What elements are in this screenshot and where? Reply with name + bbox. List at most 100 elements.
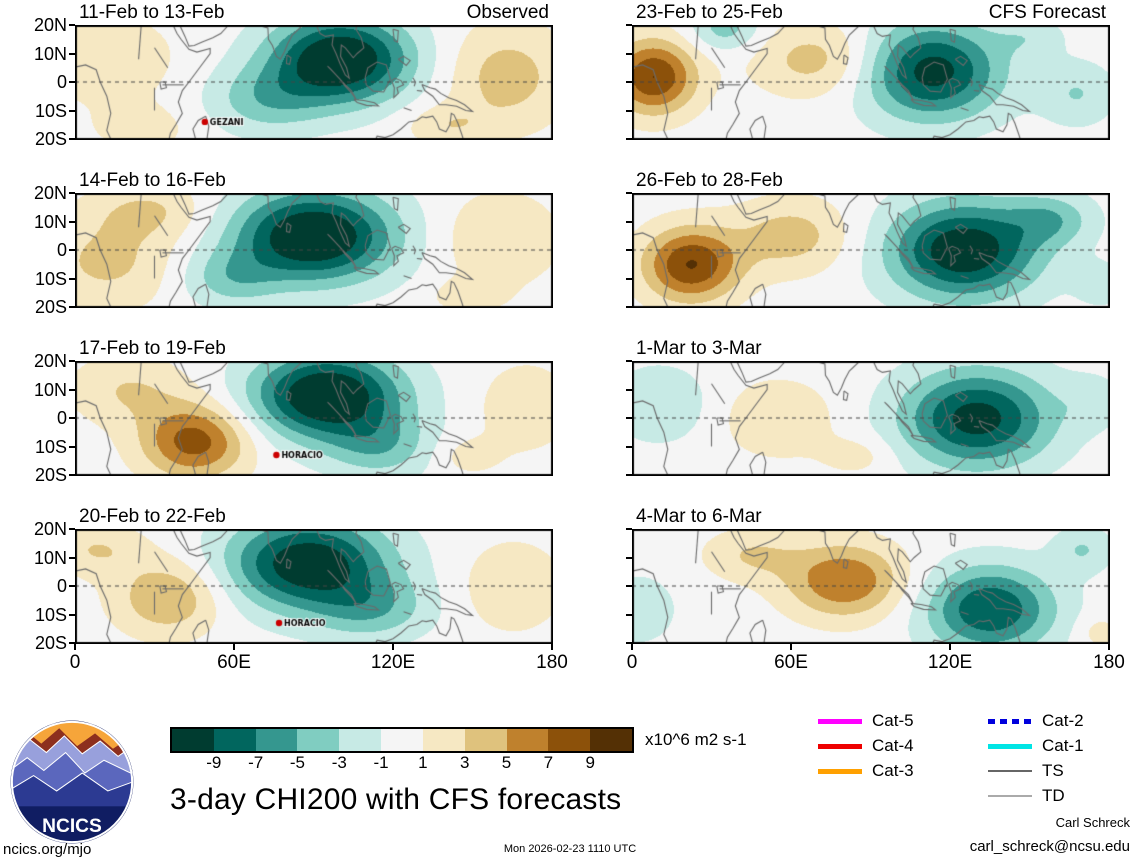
colorbar-segment xyxy=(213,729,256,751)
colorbar-tick-label: -5 xyxy=(289,753,306,772)
y-axis-tick xyxy=(69,642,75,644)
y-axis-tick xyxy=(69,556,75,559)
y-axis-tick xyxy=(626,417,632,419)
y-axis-tick xyxy=(626,642,632,644)
legend-label-ts: TS xyxy=(1042,761,1064,780)
y-axis-label: 10S xyxy=(34,268,67,289)
panel-title-3: 20-Feb to 22-Feb xyxy=(79,506,226,527)
colorbar-segment xyxy=(339,729,382,751)
legend-line-td xyxy=(988,795,1032,797)
x-axis-tick xyxy=(551,644,553,650)
panel-title-5: 26-Feb to 28-Feb xyxy=(636,170,783,191)
x-axis-tick xyxy=(74,644,76,650)
y-axis-tick xyxy=(69,277,75,280)
y-axis-label: 10S xyxy=(34,436,67,457)
y-axis-label: 20N xyxy=(33,351,67,371)
colorbar-segment xyxy=(255,729,298,751)
credit-name: Carl Schreck xyxy=(1055,815,1130,830)
y-axis-tick xyxy=(626,220,632,223)
column-title-observed: Observed xyxy=(466,2,549,23)
y-axis-label: 10S xyxy=(34,604,67,625)
colorbar-segment xyxy=(381,729,423,751)
x-axis-tick xyxy=(631,644,633,650)
y-axis-tick xyxy=(69,417,75,419)
y-axis-tick xyxy=(626,360,632,362)
map-panel-7 xyxy=(632,529,1110,644)
y-axis-label: 20S xyxy=(34,297,67,317)
x-axis-label: 0 xyxy=(626,652,638,673)
x-axis-label: 60E xyxy=(217,652,251,673)
map-panel-0 xyxy=(75,25,553,140)
y-axis-tick xyxy=(69,613,75,616)
panel-title-4: 23-Feb to 25-Feb xyxy=(636,2,783,23)
colorbar-tick-label: 5 xyxy=(501,753,512,772)
y-axis-label: 20N xyxy=(33,15,67,35)
colorbar-segment xyxy=(590,729,632,751)
colorbar-segment xyxy=(297,729,340,751)
y-axis-tick xyxy=(626,81,632,83)
y-axis-tick xyxy=(69,220,75,223)
y-axis-tick xyxy=(69,306,75,308)
column-title-cfs-forecast: CFS Forecast xyxy=(988,2,1106,23)
x-axis-label: 180 xyxy=(536,652,568,673)
ncics-logo: NCICS xyxy=(8,718,136,846)
y-axis-label: 0 xyxy=(56,240,67,260)
colorbar-tick-label: -1 xyxy=(373,753,389,772)
y-axis-tick xyxy=(626,52,632,55)
x-axis-tick xyxy=(1108,644,1110,650)
colorbar-segment xyxy=(172,729,214,751)
y-axis-tick xyxy=(69,249,75,251)
legend-label-cat-1: Cat-1 xyxy=(1042,736,1084,755)
legend-line-cat-1 xyxy=(988,743,1032,749)
y-axis-tick xyxy=(69,360,75,362)
legend-label-cat-5: Cat-5 xyxy=(872,711,914,730)
map-panel-3 xyxy=(75,529,553,644)
timestamp: Mon 2026-02-23 1110 UTC xyxy=(503,843,637,855)
panel-title-7: 4-Mar to 6-Mar xyxy=(636,506,762,527)
colorbar-segment xyxy=(506,729,549,751)
y-axis-label: 20S xyxy=(34,633,67,653)
map-panel-6 xyxy=(632,361,1110,476)
x-axis-tick xyxy=(233,644,235,650)
y-axis-tick xyxy=(626,474,632,476)
map-panel-4 xyxy=(632,25,1110,140)
site-url: ncics.org/mjo xyxy=(3,841,92,858)
y-axis-tick xyxy=(69,81,75,83)
y-axis-tick xyxy=(626,24,632,26)
colorbar-segment xyxy=(422,729,465,751)
ncics-logo-graphic: NCICS xyxy=(10,720,134,844)
x-axis-label: 60E xyxy=(774,652,808,673)
y-axis-tick xyxy=(626,138,632,140)
y-axis-tick xyxy=(69,445,75,448)
y-axis-tick xyxy=(69,52,75,55)
y-axis-tick xyxy=(626,528,632,530)
legend-label-cat-3: Cat-3 xyxy=(872,761,914,780)
legend-line-cat-4 xyxy=(818,743,862,749)
y-axis-tick xyxy=(69,109,75,112)
y-axis-tick xyxy=(69,528,75,530)
panel-title-2: 17-Feb to 19-Feb xyxy=(79,338,226,359)
x-axis-label: 120E xyxy=(370,652,416,673)
figure-title: 3-day CHI200 with CFS forecasts xyxy=(170,783,622,816)
y-axis-tick xyxy=(69,585,75,587)
credit-email: carl_schreck@ncsu.edu xyxy=(969,838,1130,855)
colorbar-tick-label: -3 xyxy=(331,753,347,772)
y-axis-label: 0 xyxy=(56,72,67,92)
colorbar-tick-label: 7 xyxy=(543,753,554,772)
legend-line-ts xyxy=(988,769,1032,773)
legend-label-cat-4: Cat-4 xyxy=(872,736,914,755)
y-axis-label: 20S xyxy=(34,465,67,485)
colorbar-tick-label: -7 xyxy=(248,753,264,772)
map-panel-1 xyxy=(75,193,553,308)
y-axis-tick xyxy=(626,556,632,559)
logo-text: NCICS xyxy=(42,816,102,837)
y-axis-tick xyxy=(626,277,632,280)
y-axis-tick xyxy=(69,192,75,194)
y-axis-label: 10N xyxy=(33,211,67,232)
x-axis-tick xyxy=(790,644,792,650)
y-axis-tick xyxy=(626,613,632,616)
y-axis-label: 20N xyxy=(33,519,67,539)
legend-line-cat-2 xyxy=(988,718,1032,724)
colorbar xyxy=(170,727,634,753)
colorbar-segment xyxy=(464,729,507,751)
